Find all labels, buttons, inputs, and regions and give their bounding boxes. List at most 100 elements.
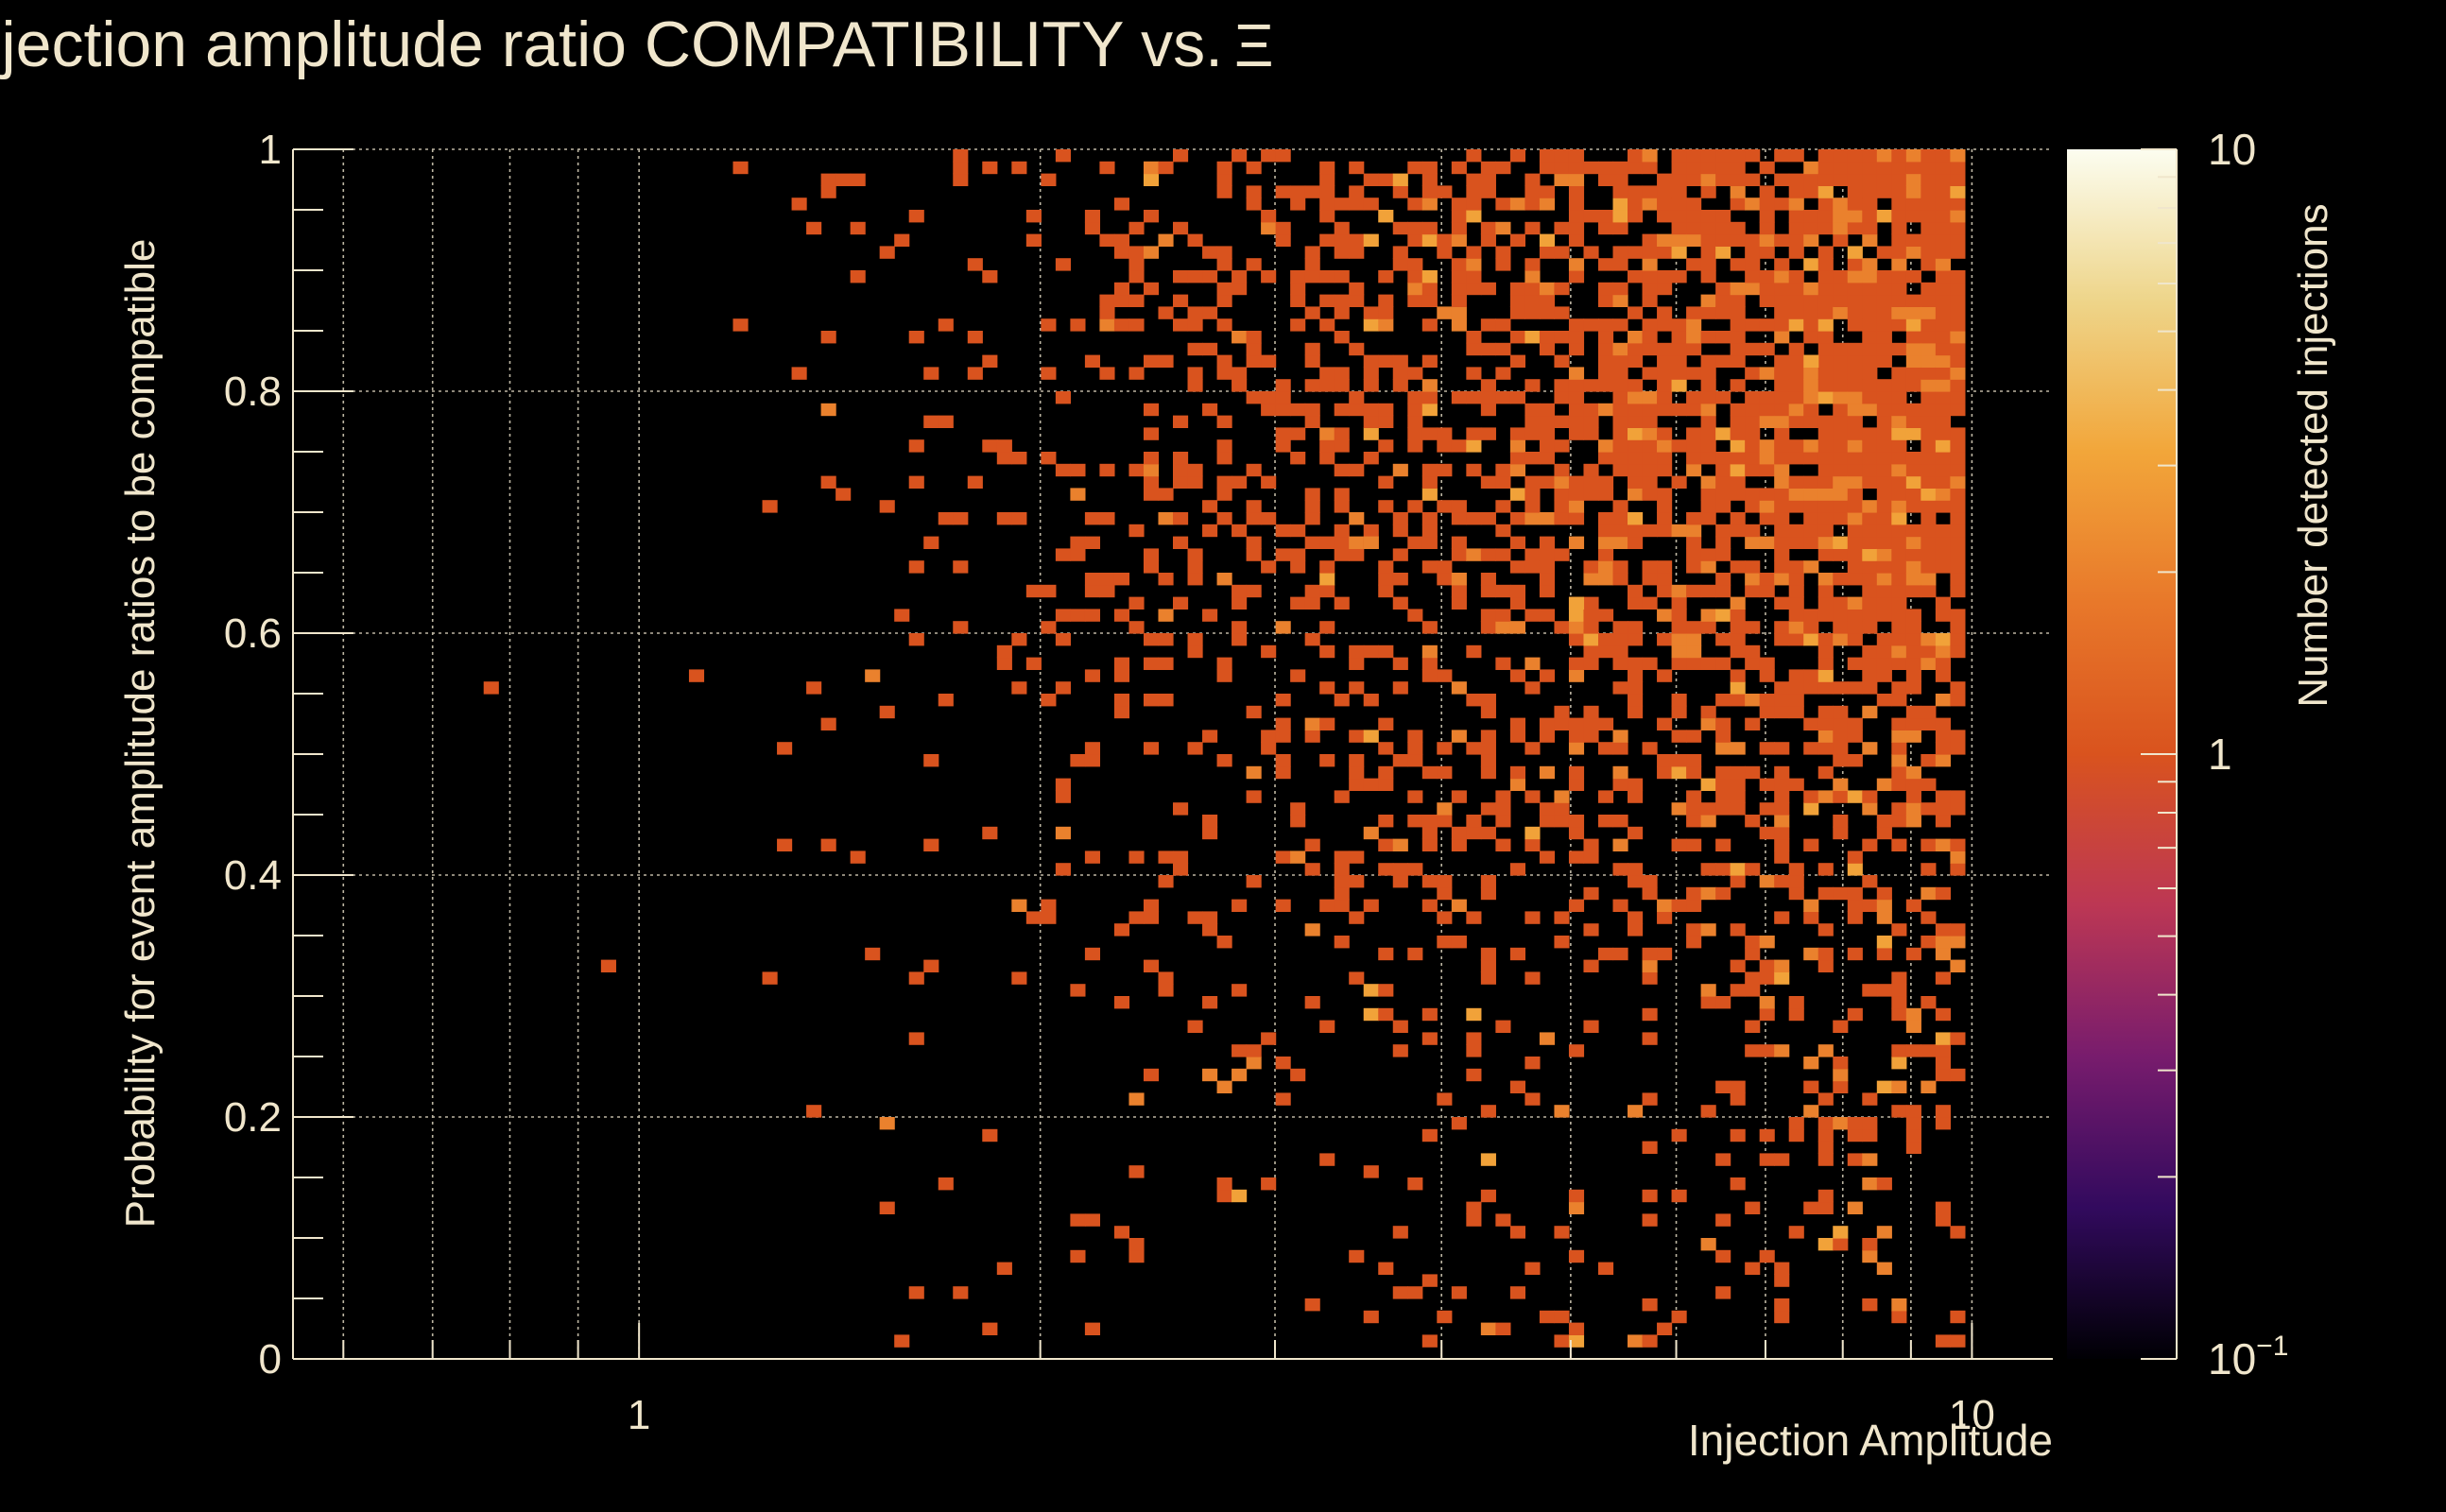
histogram-cell [1730, 415, 1746, 428]
histogram-cell [1759, 802, 1775, 816]
histogram-cell [1774, 1298, 1790, 1312]
histogram-cell [732, 318, 749, 332]
histogram-cell [1847, 1201, 1863, 1214]
histogram-cell [1407, 730, 1423, 743]
histogram-cell [1686, 802, 1702, 816]
histogram-cell [1055, 258, 1071, 271]
histogram-cell [1715, 306, 1731, 319]
histogram-cell [1686, 923, 1702, 936]
histogram-cell [1833, 1226, 1849, 1239]
histogram-cell [1847, 415, 1863, 428]
histogram-cell [1583, 246, 1599, 259]
histogram-cell [1466, 342, 1482, 356]
histogram-cell [1745, 488, 1761, 501]
histogram-cell [1891, 1044, 1907, 1057]
histogram-cell [1759, 500, 1775, 513]
histogram-cell [1730, 742, 1746, 755]
histogram-cell [1715, 536, 1731, 549]
histogram-cell [1597, 790, 1614, 803]
histogram-cell [1759, 270, 1775, 284]
histogram-cell [1950, 210, 1966, 223]
histogram-cell [1700, 548, 1716, 561]
histogram-cell [1437, 936, 1453, 949]
histogram-cell [1891, 742, 1907, 755]
histogram-cell [1759, 657, 1775, 670]
histogram-cell [1847, 1117, 1863, 1130]
histogram-cell [1509, 947, 1525, 961]
histogram-cell [1862, 657, 1878, 670]
histogram-cell [1055, 633, 1071, 646]
histogram-cell [1246, 342, 1262, 356]
histogram-cell [1891, 573, 1907, 586]
histogram-cell [1275, 850, 1291, 864]
histogram-cell [1671, 342, 1687, 356]
histogram-cell [1568, 1201, 1585, 1214]
histogram-cell [1628, 391, 1644, 404]
histogram-cell [1876, 318, 1892, 332]
histogram-cell [1730, 802, 1746, 816]
histogram-cell [1950, 198, 1966, 211]
histogram-cell [1202, 996, 1218, 1009]
histogram-cell [1319, 439, 1335, 453]
histogram-cell [1847, 379, 1863, 392]
histogram-cell [1378, 306, 1394, 319]
histogram-cell [1921, 210, 1937, 223]
histogram-cell [1905, 306, 1921, 319]
histogram-cell [1876, 379, 1892, 392]
histogram-cell [1597, 367, 1614, 380]
histogram-cell [982, 161, 998, 175]
histogram-cell [1261, 1177, 1277, 1191]
histogram-cell [1774, 681, 1790, 695]
histogram-cell [1817, 475, 1834, 489]
histogram-cell [1921, 475, 1937, 489]
histogram-cell [1304, 246, 1320, 259]
histogram-cell [1451, 512, 1467, 525]
histogram-cell [1950, 452, 1966, 465]
histogram-cell [1628, 452, 1644, 465]
histogram-cell [1539, 815, 1556, 828]
histogram-cell [1817, 584, 1834, 598]
histogram-cell [1304, 838, 1320, 851]
histogram-cell [1774, 198, 1790, 211]
histogram-cell [1730, 1092, 1746, 1106]
histogram-cell [1437, 233, 1453, 247]
histogram-cell [1583, 210, 1599, 223]
histogram-cell [1539, 1032, 1556, 1045]
histogram-cell [1745, 936, 1761, 949]
histogram-cell [1921, 500, 1937, 513]
histogram-cell [1568, 367, 1585, 380]
histogram-cell [1817, 367, 1834, 380]
histogram-cell [1568, 391, 1585, 404]
histogram-cell [1745, 270, 1761, 284]
histogram-cell [1407, 609, 1423, 622]
histogram-cell [1876, 415, 1892, 428]
histogram-cell [777, 742, 793, 755]
histogram-cell [1568, 185, 1585, 198]
histogram-cell [1803, 318, 1819, 332]
histogram-cell [1480, 342, 1496, 356]
histogram-cell [1891, 391, 1907, 404]
histogram-cell [1759, 185, 1775, 198]
histogram-cell [1275, 765, 1291, 780]
histogram-cell [1657, 524, 1673, 538]
histogram-cell [1128, 270, 1145, 284]
histogram-cell [1334, 463, 1350, 477]
histogram-cell [1950, 863, 1966, 876]
histogram-cell [1099, 573, 1115, 586]
histogram-cell [1437, 815, 1453, 828]
histogram-cell [1715, 354, 1731, 368]
histogram-cell [1407, 863, 1423, 876]
histogram-cell [1363, 984, 1379, 997]
histogram-cell [1759, 584, 1775, 598]
histogram-cell [1862, 185, 1878, 198]
histogram-cell [1759, 536, 1775, 549]
histogram-cell [1539, 282, 1556, 296]
histogram-cell [1700, 584, 1716, 598]
histogram-cell [1246, 1044, 1262, 1057]
histogram-cell [996, 1262, 1012, 1275]
histogram-cell [1774, 694, 1790, 707]
histogram-cell [1935, 367, 1951, 380]
histogram-cell [1524, 198, 1541, 211]
histogram-cell [1084, 754, 1101, 767]
histogram-cell [1612, 198, 1628, 211]
